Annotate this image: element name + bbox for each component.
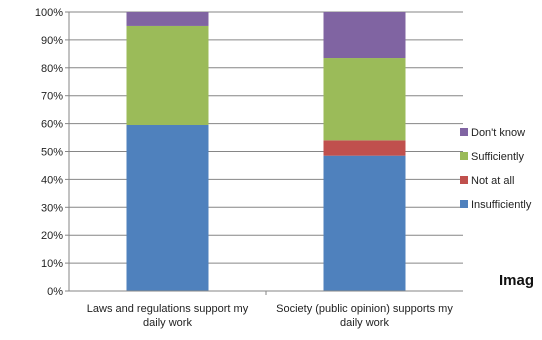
category-label: daily work: [143, 317, 192, 329]
partial-image-label: Imag: [499, 272, 535, 289]
y-tick-label: 50%: [41, 147, 63, 159]
legend-label: Not at all: [471, 175, 514, 187]
legend-swatch: [460, 152, 468, 160]
bar-segment-insufficiently: [323, 155, 406, 291]
y-tick-label: 40%: [41, 174, 63, 186]
y-tick-labels: 0% 10% 20% 30% 40% 50% 60% 70% 80% 90% 100%: [35, 7, 63, 298]
bar-segment-don-t-know: [323, 12, 406, 59]
legend-label: Sufficiently: [471, 151, 524, 163]
legend-label: Don't know: [471, 127, 525, 139]
category-label: Laws and regulations support my: [87, 303, 249, 315]
y-tick-label: 0%: [47, 286, 63, 298]
y-tick-label: 80%: [41, 63, 63, 75]
legend-swatch: [460, 200, 468, 208]
bars: [126, 12, 406, 292]
bar-segment-don-t-know: [126, 12, 209, 26]
legend: Don't know Sufficiently Not at all Insuffic…: [460, 127, 532, 211]
category-label: Society (public opinion) supports my: [276, 303, 453, 315]
bar-segment-sufficiently: [126, 25, 209, 125]
legend-label: Insufficiently: [471, 199, 532, 211]
y-tick-label: 30%: [41, 202, 63, 214]
axes: [68, 12, 463, 295]
bar-segment-sufficiently: [323, 58, 406, 141]
bar-segment-insufficiently: [126, 124, 209, 292]
legend-swatch: [460, 128, 468, 136]
y-tick-label: 10%: [41, 258, 63, 270]
y-tick-label: 20%: [41, 230, 63, 242]
y-tick-label: 70%: [41, 91, 63, 103]
y-tick-label: 60%: [41, 119, 63, 131]
y-tick-label: 90%: [41, 35, 63, 47]
category-label: daily work: [340, 317, 389, 329]
y-tick-label: 100%: [35, 7, 63, 19]
category-labels: Laws and regulations support my daily wor…: [87, 303, 454, 329]
legend-swatch: [460, 176, 468, 184]
bar-segment-not-at-all: [323, 140, 406, 156]
